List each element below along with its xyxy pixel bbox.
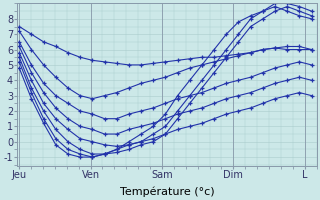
X-axis label: Température (°c): Température (°c) (120, 186, 214, 197)
